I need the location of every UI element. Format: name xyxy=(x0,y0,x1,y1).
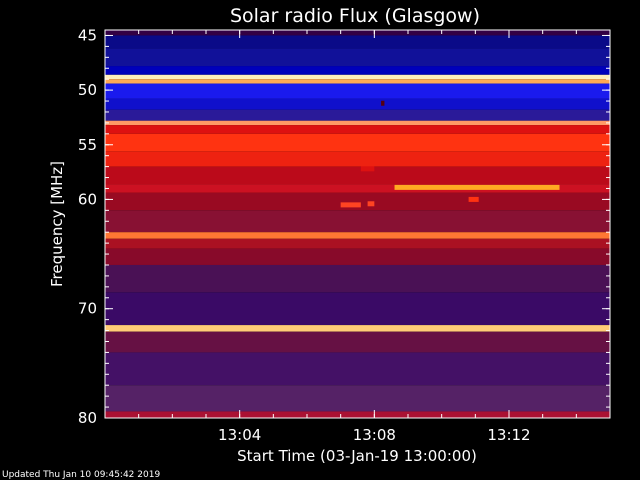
y-tick-label: 80 xyxy=(78,409,97,427)
burst-mark xyxy=(394,184,560,190)
radio-bursts xyxy=(340,100,560,208)
frequency-band xyxy=(105,48,610,67)
y-axis: 45 50 55 60 70 80 xyxy=(78,26,610,427)
x-tick-label: 13:12 xyxy=(487,426,530,444)
y-tick-label: 45 xyxy=(78,26,97,44)
x-axis-label: Start Time (03-Jan-19 13:00:00) xyxy=(237,447,477,465)
frequency-band xyxy=(105,264,610,293)
burst-mark xyxy=(468,196,479,202)
frequency-band xyxy=(105,133,610,152)
frequency-band xyxy=(105,411,610,418)
frequency-band xyxy=(105,125,610,134)
frequency-band xyxy=(105,166,610,185)
y-tick-label: 55 xyxy=(78,136,97,154)
frequency-band xyxy=(105,83,610,99)
frequency-band xyxy=(105,79,610,84)
updated-timestamp: Updated Thu Jan 10 09:45:42 2019 xyxy=(2,470,160,480)
frequency-band xyxy=(105,98,610,110)
y-tick-label: 70 xyxy=(78,300,97,318)
frequency-band xyxy=(105,109,610,121)
x-tick-label: 13:08 xyxy=(353,426,396,444)
frequency-band xyxy=(105,232,610,239)
frequency-band xyxy=(105,325,610,332)
frequency-band xyxy=(105,385,610,412)
frequency-band xyxy=(105,151,610,167)
x-tick-label: 13:04 xyxy=(218,426,261,444)
y-tick-label: 50 xyxy=(78,81,97,99)
burst-mark xyxy=(381,100,385,106)
frequency-band xyxy=(105,292,610,326)
y-axis-label: Frequency [MHz] xyxy=(48,161,66,287)
burst-mark xyxy=(360,166,375,172)
frequency-band xyxy=(105,238,610,249)
frequency-band xyxy=(105,184,610,193)
frequency-band xyxy=(105,192,610,211)
frequency-band xyxy=(105,66,610,75)
frequency-band xyxy=(105,331,610,353)
frequency-band xyxy=(105,120,610,126)
burst-mark xyxy=(367,201,375,207)
frequency-band xyxy=(105,248,610,265)
frequency-band xyxy=(105,352,610,386)
plot-frame xyxy=(104,29,611,419)
frequency-band xyxy=(105,210,610,233)
frequency-band xyxy=(105,30,610,36)
chart-title: Solar radio Flux (Glasgow) xyxy=(230,5,480,27)
spectrogram-bands xyxy=(105,30,610,418)
y-tick-label: 60 xyxy=(78,190,97,208)
frequency-band xyxy=(105,35,610,49)
x-axis: 13:04 13:08 13:12 xyxy=(104,30,611,444)
frequency-band xyxy=(105,74,610,80)
burst-mark xyxy=(340,202,361,208)
